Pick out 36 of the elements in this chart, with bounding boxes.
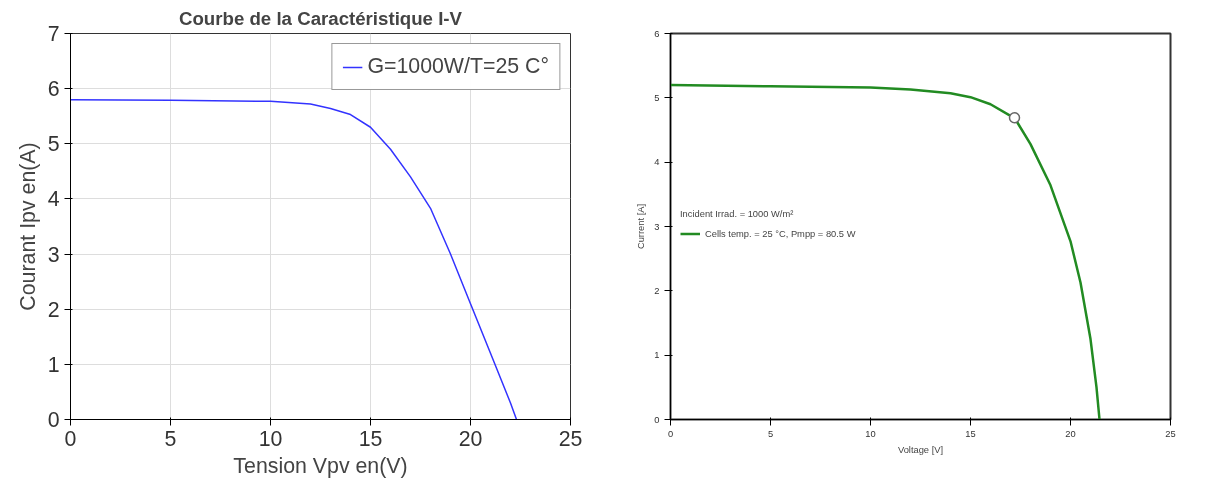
y-tick-label: 5 bbox=[47, 132, 60, 157]
x-tick-label: 10 bbox=[865, 428, 876, 439]
x-tick-label: 20 bbox=[1065, 428, 1076, 439]
y-tick-label: 3 bbox=[47, 242, 60, 267]
x-tick-label: 15 bbox=[358, 426, 383, 451]
y-axis-title: Current [A] bbox=[636, 203, 647, 250]
x-tick-label: 15 bbox=[965, 428, 976, 439]
legend-title: Incident Irrad. = 1000 W/m² bbox=[680, 208, 795, 219]
y-axis-title: Courant Ipv en(A) bbox=[15, 142, 40, 311]
x-tick-label: 25 bbox=[558, 426, 583, 451]
y-tick-label: 4 bbox=[654, 157, 660, 168]
y-tick-label: 0 bbox=[654, 414, 660, 425]
y-tick-label: 5 bbox=[654, 92, 660, 103]
x-tick-label: 10 bbox=[258, 426, 283, 451]
y-tick-label: 3 bbox=[654, 221, 660, 232]
x-tick-label: 0 bbox=[64, 426, 77, 451]
y-tick-label: 6 bbox=[654, 28, 660, 39]
legend-label: Cells temp. = 25 °C, Pmpp = 80.5 W bbox=[705, 228, 856, 239]
y-tick-label: 2 bbox=[654, 285, 660, 296]
y-tick-label: 4 bbox=[47, 187, 60, 212]
x-axis-title: Tension Vpv en(V) bbox=[233, 453, 408, 478]
x-tick-label: 20 bbox=[458, 426, 483, 451]
x-tick-label: 25 bbox=[1165, 428, 1176, 439]
x-axis-title: Voltage [V] bbox=[897, 444, 944, 455]
line-series bbox=[70, 98, 518, 420]
legend-label: G=1000W/T=25 C° bbox=[367, 54, 549, 79]
y-tick-label: 1 bbox=[47, 352, 60, 377]
x-tick-label: 5 bbox=[164, 426, 177, 451]
line-series bbox=[670, 83, 1101, 420]
y-tick-label: 1 bbox=[654, 350, 660, 361]
y-tick-label: 2 bbox=[47, 297, 60, 322]
x-tick-label: 0 bbox=[667, 428, 674, 439]
y-tick-label: 7 bbox=[47, 22, 60, 46]
x-tick-label: 5 bbox=[767, 428, 774, 439]
y-tick-label: 6 bbox=[47, 77, 60, 102]
chart-title: Courbe de la Caractéristique I-V bbox=[178, 7, 463, 29]
